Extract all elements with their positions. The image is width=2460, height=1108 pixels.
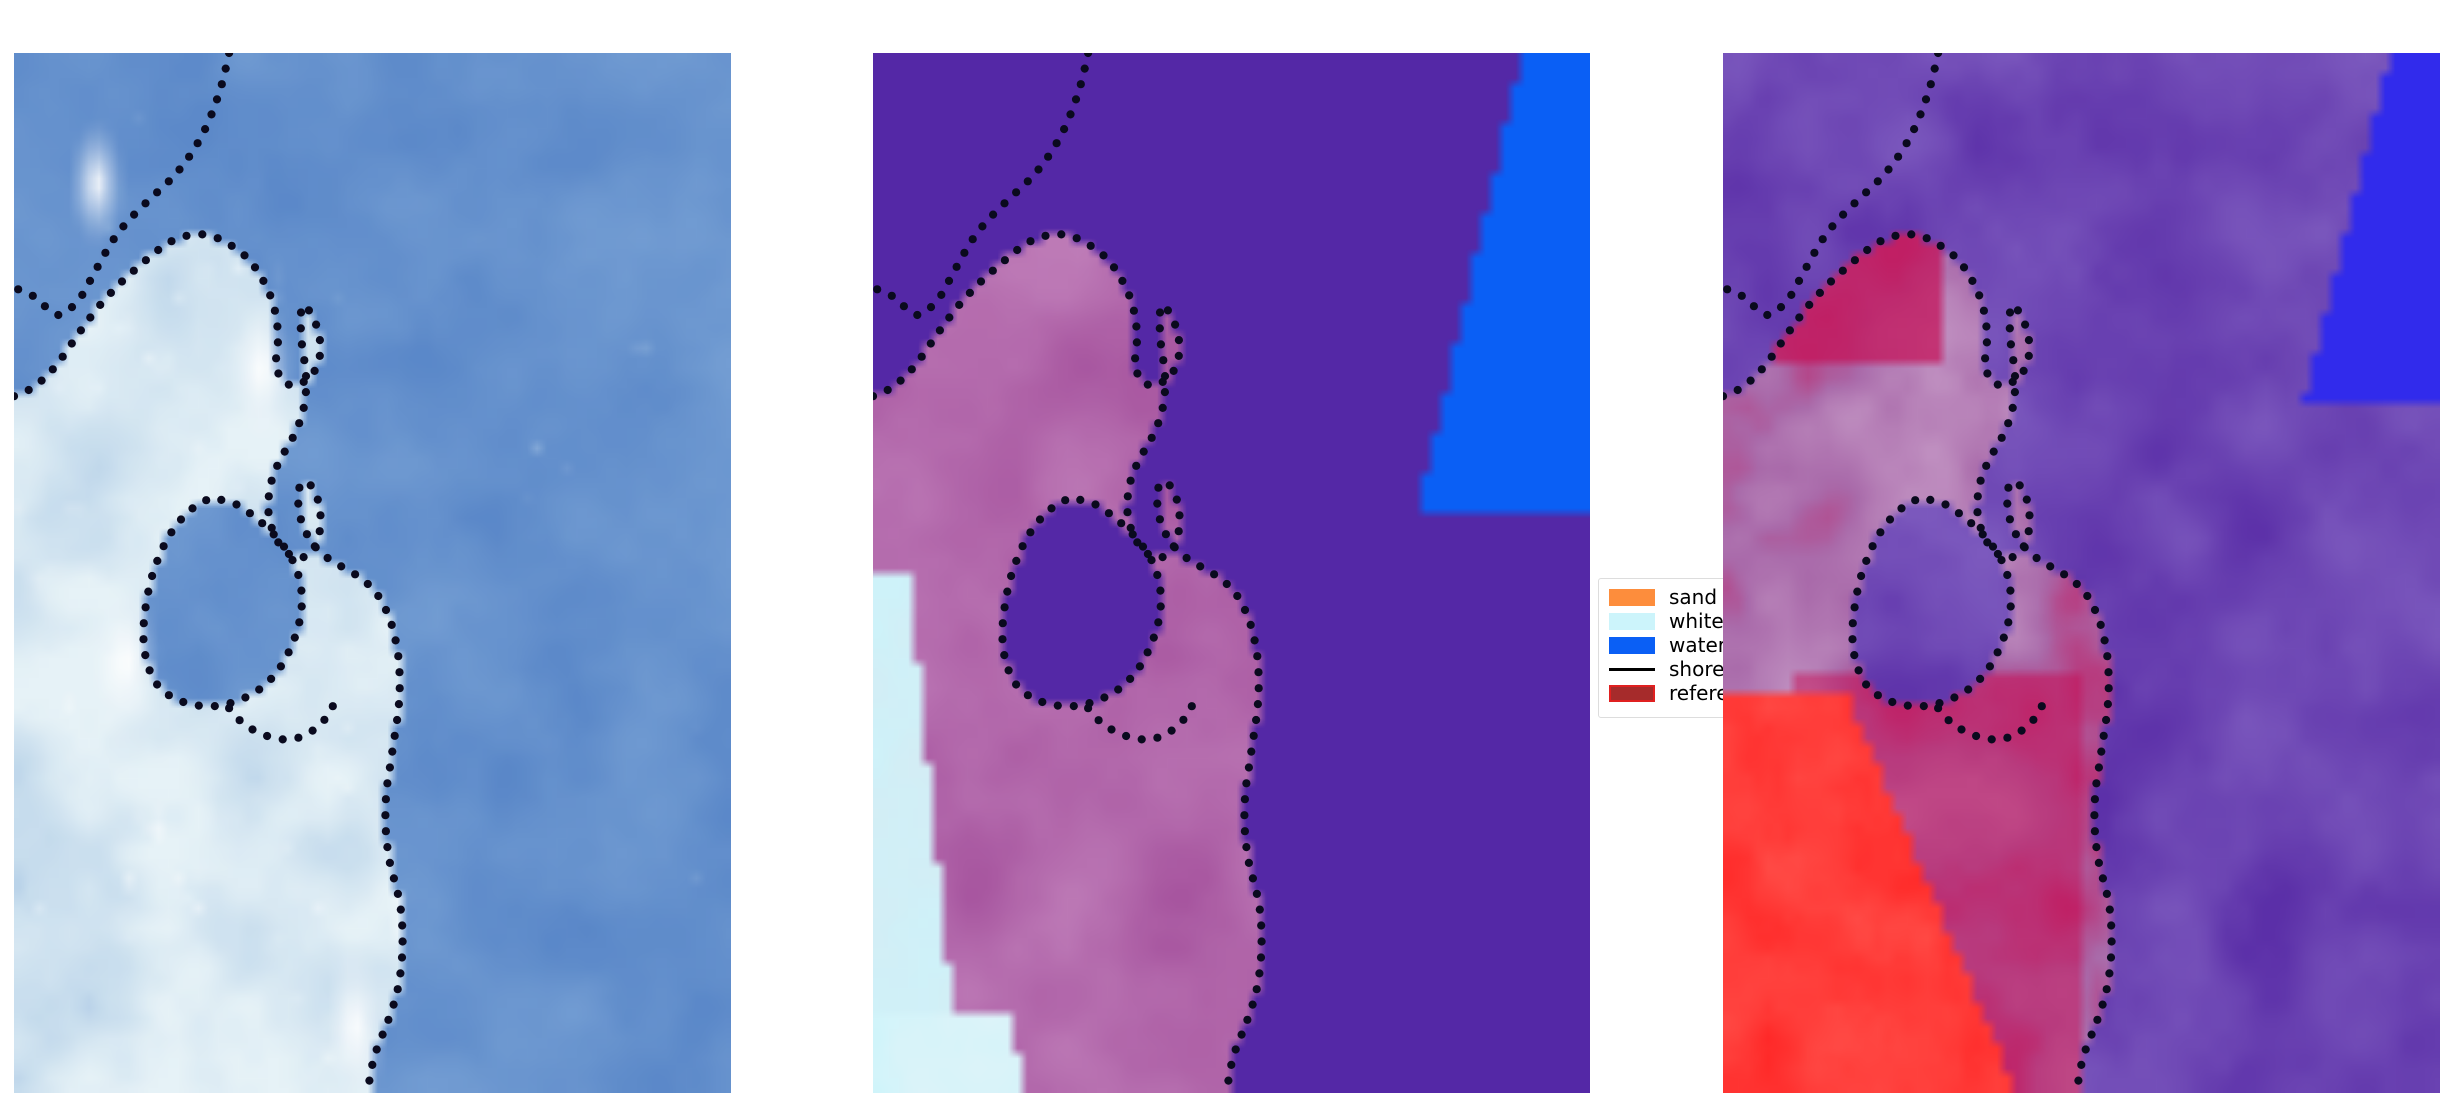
reference-swatch	[1609, 684, 1655, 702]
l5-raster	[1723, 53, 2440, 1093]
classified-raster	[873, 53, 1590, 1093]
shoreline-swatch	[1609, 661, 1655, 678]
classified-panel[interactable]: 2001-01-06-09-40-04	[873, 53, 1590, 1093]
whitewater-swatch	[1609, 612, 1655, 630]
sar-panel[interactable]: sar0085	[14, 53, 731, 1093]
legend-item-water[interactable]: water	[1609, 633, 1760, 657]
legend-item-sand[interactable]: sand	[1609, 585, 1760, 609]
water-swatch	[1609, 636, 1655, 654]
l5-panel[interactable]: L5	[1723, 53, 2440, 1093]
sar-raster	[14, 53, 731, 1093]
legend-label-water: water	[1669, 633, 1726, 657]
legend-label-sand: sand	[1669, 585, 1718, 609]
sand-swatch	[1609, 588, 1655, 606]
